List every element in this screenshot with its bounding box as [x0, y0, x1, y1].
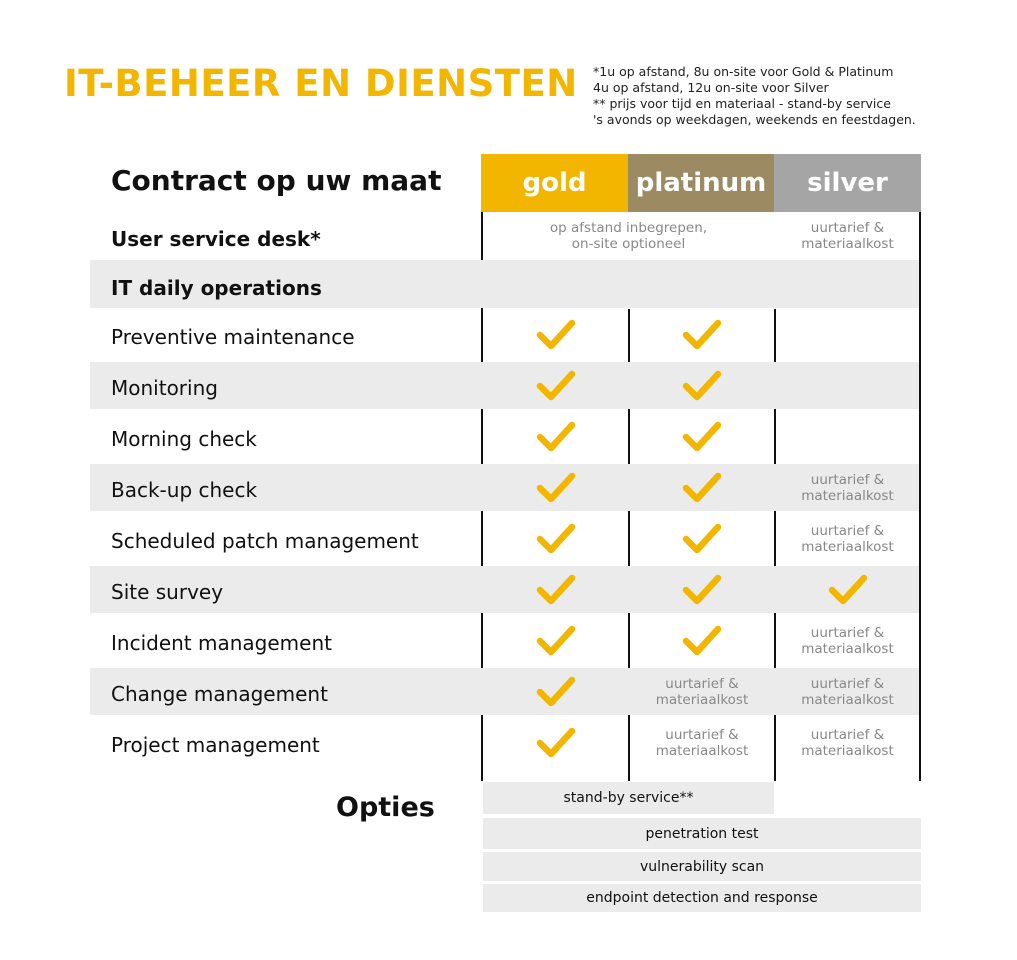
check-icon [536, 675, 576, 709]
row-band [90, 362, 919, 409]
gold-cell [483, 309, 628, 360]
row-band [90, 668, 919, 715]
column-divider [919, 212, 921, 781]
check-icon [536, 522, 576, 556]
row-label-preventive-maintenance: Preventive maintenance [111, 325, 355, 349]
cell-text-line: uurtarief & [810, 522, 885, 539]
check-icon [682, 624, 722, 658]
cell-text-line: materiaalkost [801, 742, 894, 759]
platinum-cell: uurtarief & materiaalkost [630, 666, 774, 717]
silver-cell: uurtarief & materiaalkost [776, 462, 919, 513]
cell-text-line: uurtarief & [665, 726, 739, 743]
cell-text-line: uurtarief & [665, 675, 739, 692]
silver-cell: uurtarief & materiaalkost [776, 717, 919, 768]
plan-header-gold: gold [481, 154, 628, 212]
platinum-cell [630, 513, 774, 564]
gold-cell [483, 411, 628, 462]
platinum-cell [630, 309, 774, 360]
option-penetration-test: penetration test [483, 818, 921, 849]
cell-text-line: op afstand inbegrepen, [549, 220, 708, 236]
cell-text-line: materiaalkost [655, 691, 749, 708]
check-icon [536, 369, 576, 403]
page-title: IT-BEHEER EN DIENSTEN [64, 62, 578, 105]
check-icon [536, 573, 576, 607]
cell-text-line: uurtarief & [810, 675, 885, 692]
cell-text-line: materiaalkost [655, 742, 749, 759]
check-icon [536, 726, 576, 760]
row-band [90, 260, 919, 308]
check-icon [682, 573, 722, 607]
row-label-scheduled-patch-management: Scheduled patch management [111, 529, 419, 553]
check-icon [682, 318, 722, 352]
silver-cell [776, 309, 919, 360]
platinum-cell [630, 360, 774, 411]
footnote-line: *1u op afstand, 8u on-site voor Gold & P… [593, 64, 894, 79]
gold-cell [483, 564, 628, 615]
gold-cell [483, 462, 628, 513]
cell-text-line: materiaalkost [801, 691, 894, 708]
silver-cell: uurtarief & materiaalkost [776, 513, 919, 564]
gold-cell [483, 666, 628, 717]
service-desk-gold-platinum-cell: op afstand inbegrepen, on-site optioneel [483, 212, 774, 260]
plan-header-platinum: platinum [628, 154, 774, 212]
footnote-line: ** prijs voor tijd en materiaal - stand-… [593, 96, 891, 111]
gold-cell [483, 615, 628, 666]
platinum-cell [630, 564, 774, 615]
platinum-cell [630, 615, 774, 666]
check-icon [682, 471, 722, 505]
footnote-line: 4u op afstand, 12u on-site voor Silver [593, 80, 829, 95]
row-label-daily-operations: IT daily operations [111, 276, 322, 300]
row-label-change-management: Change management [111, 682, 328, 706]
option-endpoint-detection: endpoint detection and response [483, 884, 921, 912]
check-icon [828, 573, 868, 607]
gold-cell [483, 513, 628, 564]
footnotes: *1u op afstand, 8u on-site voor Gold & P… [593, 64, 916, 128]
platinum-cell [630, 462, 774, 513]
row-label-service-desk: User service desk* [111, 227, 321, 251]
service-desk-silver-cell: uurtarief & materiaalkost [776, 212, 919, 260]
check-icon [536, 471, 576, 505]
cell-text-line: uurtarief & [810, 624, 885, 641]
row-label-monitoring: Monitoring [111, 376, 218, 400]
row-label-site-survey: Site survey [111, 580, 224, 604]
column-divider [774, 309, 776, 781]
silver-cell: uurtarief & materiaalkost [776, 666, 919, 717]
cell-text-line: uurtarief & [810, 220, 885, 236]
row-band [90, 464, 919, 511]
cell-text-line: on-site optioneel [571, 236, 686, 252]
silver-cell [776, 360, 919, 411]
cell-text-line: materiaalkost [801, 487, 894, 504]
check-icon [536, 318, 576, 352]
option-vulnerability-scan: vulnerability scan [483, 852, 921, 881]
contract-heading: Contract op uw maat [111, 164, 442, 197]
footnote-line: 's avonds op weekdagen, weekends en fees… [593, 112, 916, 127]
row-label-morning-check: Morning check [111, 427, 257, 451]
check-icon [536, 624, 576, 658]
plan-header-silver: silver [774, 154, 921, 212]
silver-cell [776, 411, 919, 462]
cell-text-line: materiaalkost [801, 640, 894, 657]
check-icon [682, 369, 722, 403]
check-icon [536, 420, 576, 454]
row-band [90, 566, 919, 613]
silver-cell: uurtarief & materiaalkost [776, 615, 919, 666]
platinum-cell: uurtarief & materiaalkost [630, 717, 774, 768]
row-label-back-up-check: Back-up check [111, 478, 258, 502]
silver-cell [776, 564, 919, 615]
column-divider [628, 309, 630, 781]
gold-cell [483, 360, 628, 411]
options-heading: Opties [336, 792, 435, 823]
cell-text-line: materiaalkost [801, 236, 894, 252]
platinum-cell [630, 411, 774, 462]
check-icon [682, 522, 722, 556]
cell-text-line: materiaalkost [801, 538, 894, 555]
row-label-incident-management: Incident management [111, 631, 332, 655]
cell-text-line: uurtarief & [810, 726, 885, 743]
check-icon [682, 420, 722, 454]
gold-cell [483, 717, 628, 768]
cell-text-line: uurtarief & [810, 471, 885, 488]
row-label-project-management: Project management [111, 733, 320, 757]
option-standby-service: stand-by service** [483, 782, 774, 814]
